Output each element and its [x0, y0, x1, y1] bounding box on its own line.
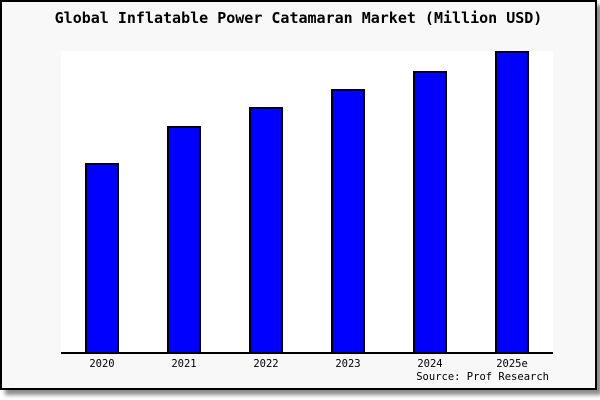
- bar-column-2021: [143, 51, 225, 352]
- bar-2024: [413, 71, 447, 352]
- bar-2023: [331, 89, 365, 352]
- bar-2020: [85, 163, 119, 352]
- bar-2022: [249, 107, 283, 352]
- x-tick-label-2022: 2022: [253, 358, 279, 370]
- source-note: Source: Prof Research: [416, 371, 549, 383]
- bar-column-2022: [225, 51, 307, 352]
- bar-2025e: [495, 51, 529, 352]
- bar-column-2023: [307, 51, 389, 352]
- chart-title: Global Inflatable Power Catamaran Market…: [54, 9, 543, 27]
- chart-box: Global Inflatable Power Catamaran Market…: [0, 0, 597, 390]
- bar-column-2025e: [471, 51, 553, 352]
- bar-column-2020: [61, 51, 143, 352]
- x-tick-label-2021: 2021: [171, 358, 197, 370]
- plot-area: [61, 51, 553, 354]
- x-tick-label-2023: 2023: [335, 358, 361, 370]
- x-tick-label-2020: 2020: [89, 358, 115, 370]
- x-tick-label-2025e: 2025e: [496, 358, 528, 370]
- x-axis-labels: 2020 2021 2022 2023 2024 2025e: [61, 358, 553, 370]
- bar-2021: [167, 126, 201, 352]
- bars-container: [61, 51, 553, 352]
- x-tick-label-2024: 2024: [417, 358, 443, 370]
- bar-column-2024: [389, 51, 471, 352]
